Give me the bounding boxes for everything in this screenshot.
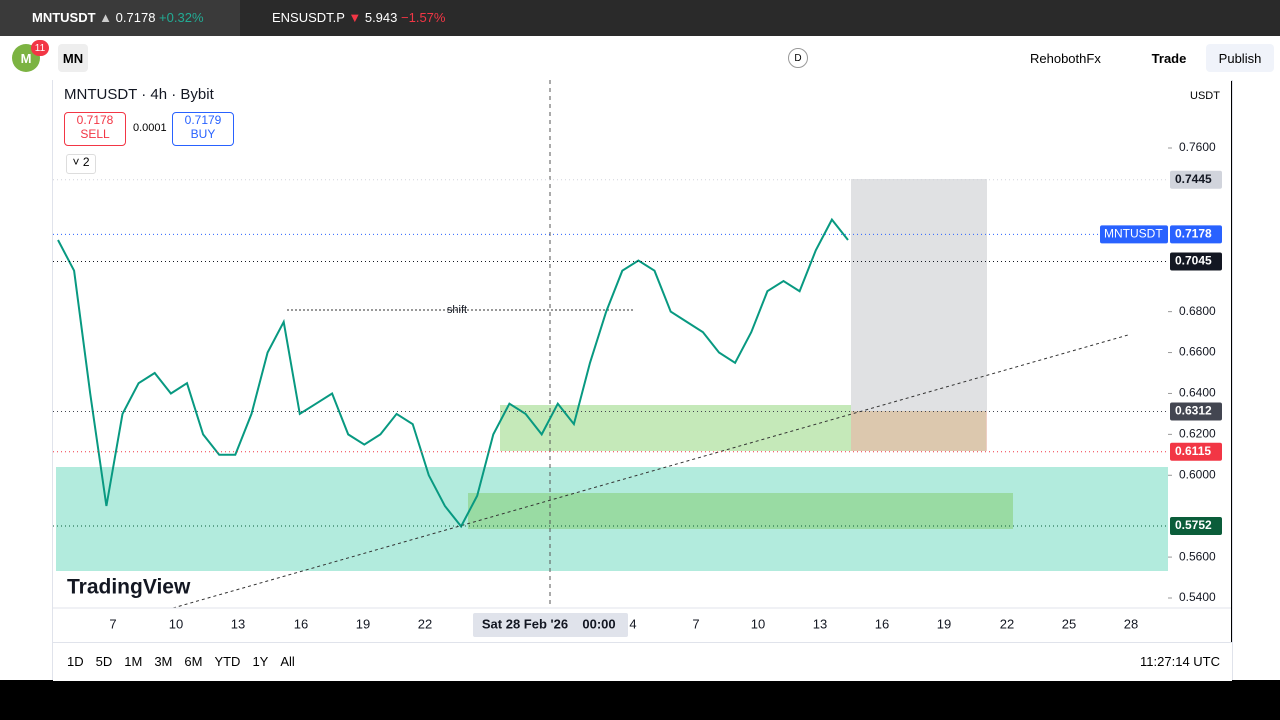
tab-price: 0.7178 — [115, 10, 156, 25]
timeframe-button[interactable]: 5D — [95, 654, 113, 669]
spread: 0.0001 — [133, 122, 167, 134]
symbol-button[interactable]: MN — [58, 44, 88, 72]
target-zone — [851, 179, 987, 411]
stop-zone — [851, 411, 987, 451]
sell-label: SELL — [80, 127, 110, 141]
tab-symbol: MNTUSDT — [32, 10, 96, 25]
buy-price: 0.7179 — [184, 113, 222, 127]
x-tick-label: 13 — [813, 616, 827, 631]
interval-button[interactable]: D — [788, 48, 808, 68]
x-tick-label: 28 — [1124, 616, 1138, 631]
timeframe-button[interactable]: YTD — [214, 654, 241, 669]
y-tick-label: 0.6600 — [1179, 345, 1216, 359]
y-tick-label: 0.7600 — [1179, 140, 1216, 154]
timeframe-button[interactable]: 1M — [124, 654, 143, 669]
right-sidebar — [1232, 80, 1280, 680]
x-tick-label: 13 — [231, 616, 245, 631]
timeframe-button[interactable]: All — [280, 654, 295, 669]
price-tag-label: 0.7045 — [1175, 254, 1212, 268]
zone — [468, 493, 1013, 529]
tab-change: +0.32% — [159, 10, 204, 25]
symbol-tag-label: MNTUSDT — [1104, 226, 1163, 240]
price-tag-label: 0.7178 — [1175, 226, 1212, 240]
indicator-toggle[interactable]: ˅ 2 — [66, 154, 96, 174]
tab-change: −1.57% — [401, 10, 446, 25]
price-tag — [1170, 442, 1222, 461]
annotation: shift — [447, 304, 467, 316]
x-tick-label: 19 — [937, 616, 951, 631]
price-tag — [1170, 402, 1222, 421]
sell-button[interactable]: 0.7178 SELL — [64, 112, 126, 146]
buy-label: BUY — [190, 127, 216, 141]
y-tick-label: 0.6200 — [1179, 427, 1216, 441]
sell-price: 0.7178 — [76, 113, 114, 127]
chart-bg — [53, 80, 1231, 680]
badge: 11 — [31, 40, 49, 56]
timeframe-button[interactable]: 6M — [184, 654, 203, 669]
x-tick-label: 10 — [751, 616, 765, 631]
drawing-toolbar — [0, 80, 53, 680]
x-tick-label: 22 — [418, 616, 432, 631]
chart: TradingView USDT 0.7600 0.6800 0.6600 0.640… — [53, 80, 1231, 680]
tab-symbol: ENSUSDT.P — [272, 10, 345, 25]
chart-title: MNTUSDT · 4h · Bybit — [64, 86, 214, 103]
currency[interactable]: USDT — [1190, 90, 1220, 102]
price-tag-label: 0.6115 — [1175, 444, 1211, 458]
timeframe-button[interactable]: 1D — [67, 654, 84, 669]
timeframe-bar: 1D 5D 1M 3M 6M YTD 1Y All 11:27:14 UTC — [53, 642, 1232, 681]
clock: 11:27:14 UTC — [1140, 654, 1220, 669]
trade-button[interactable]: Trade — [1151, 50, 1187, 66]
price-tag-label: 0.7445 — [1175, 172, 1212, 186]
logo: TradingView — [67, 576, 191, 599]
timeframe-button[interactable]: 3M — [154, 654, 173, 669]
x-tick-label: 16 — [875, 616, 889, 631]
price-tag — [1170, 517, 1222, 535]
y-tick-label: 0.6800 — [1179, 304, 1216, 318]
y-tick-label: 0.6400 — [1179, 386, 1216, 400]
tab[interactable]: MNTUSDT ▲ 0.7178 +0.32% — [0, 0, 240, 36]
x-tick-label: 16 — [294, 616, 308, 631]
timeframe-button[interactable]: 1Y — [252, 654, 269, 669]
layout-name[interactable]: RehobothFx — [1030, 50, 1101, 66]
symbol-tag — [1100, 225, 1168, 244]
x-tick-label: 19 — [356, 616, 370, 631]
toolbar: M 11 MN D RehobothFx Trade Publish — [0, 36, 1280, 81]
x-tick-label: Sat 28 Feb '26 — [482, 616, 568, 631]
x-tick-label: 25 — [1062, 616, 1076, 631]
y-tick-label: 0.6000 — [1179, 467, 1216, 481]
x-tick-label: 7 — [692, 616, 699, 631]
x-tick-label: 4 — [629, 616, 636, 631]
y-tick-label: 0.5400 — [1179, 590, 1216, 604]
tab-price: 5.943 — [364, 10, 398, 25]
y-tick-label: 0.5600 — [1179, 549, 1216, 563]
x-tick-label: 7 — [109, 616, 116, 631]
price-tag-label: 0.5752 — [1175, 518, 1212, 532]
price-tag-label: 0.6312 — [1175, 404, 1212, 418]
crosshair-date-bg — [473, 613, 628, 637]
tab[interactable]: ENSUSDT.P ▼ 5.943 −1.57% — [272, 10, 446, 25]
publish-button[interactable]: Publish — [1206, 44, 1274, 72]
x-tick-label: 22 — [1000, 616, 1014, 631]
tab-bar: MNTUSDT ▲ 0.7178 +0.32% ENSUSDT.P ▼ 5.94… — [0, 0, 1280, 36]
price-tag — [1170, 252, 1222, 271]
price-line — [57, 217, 849, 529]
buy-button[interactable]: 0.7179 BUY — [172, 112, 234, 146]
price-tag — [1170, 225, 1222, 244]
x-tick-label: 10 — [169, 616, 183, 631]
x-tick-label: 00:00 — [582, 616, 615, 631]
indicator-count: 2 — [82, 155, 90, 169]
price-tag — [1170, 170, 1222, 189]
